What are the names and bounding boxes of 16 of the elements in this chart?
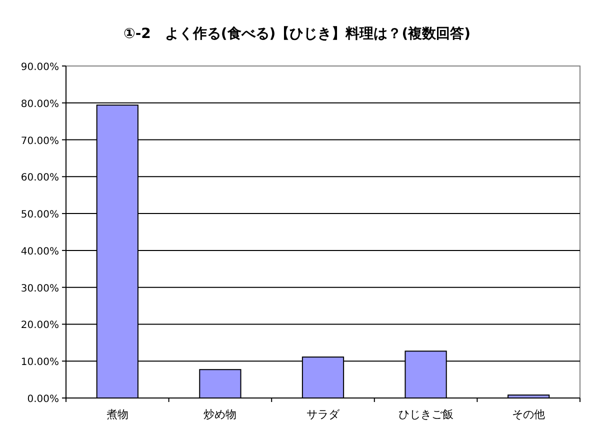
y-tick-label: 30.00%	[20, 283, 59, 294]
chart-title: ①-2 よく作る(食べる)【ひじき】料理は？(複数回答)	[124, 25, 470, 42]
y-tick-label: 40.00%	[20, 246, 59, 258]
y-tick-label: 80.00%	[20, 98, 59, 110]
x-tick-label: サラダ	[306, 408, 340, 421]
y-tick-label: 0.00%	[27, 394, 59, 405]
y-tick-label: 70.00%	[20, 136, 59, 147]
x-tick-label: 煮物	[106, 408, 128, 421]
x-tick-label: 炒め物	[204, 408, 237, 421]
x-tick-label: ひじきご飯	[398, 408, 454, 421]
y-tick-label: 50.00%	[20, 210, 59, 221]
y-tick-label: 20.00%	[20, 320, 59, 332]
y-tick-label: 60.00%	[20, 172, 59, 184]
y-tick-label: 10.00%	[20, 357, 59, 368]
y-tick-label: 90.00%	[20, 62, 59, 73]
x-tick-label: その他	[512, 408, 546, 421]
